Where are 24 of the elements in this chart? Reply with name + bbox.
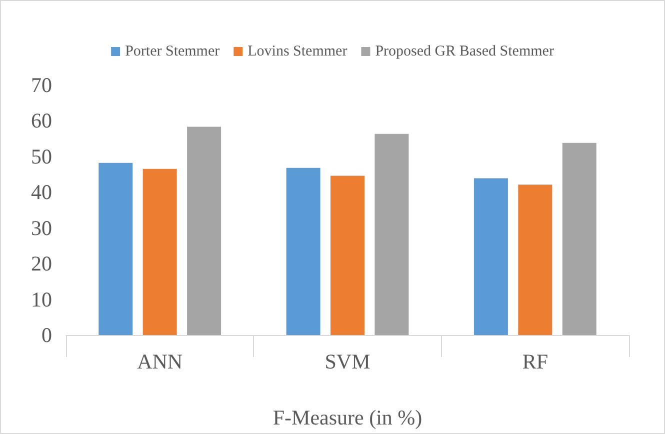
x-tick-label: SVM (324, 350, 371, 374)
bar (374, 134, 409, 335)
bar (187, 126, 222, 335)
x-tick-label: RF (522, 350, 548, 374)
y-tick-label: 0 (42, 323, 52, 347)
bar (562, 142, 596, 335)
y-tick-label: 40 (31, 180, 52, 204)
bar (518, 184, 552, 335)
legend-label: Lovins Stemmer (248, 44, 348, 60)
bar (142, 168, 177, 335)
bar (98, 162, 133, 335)
y-tick-label: 70 (31, 73, 52, 97)
x-axis-title: F-Measure (in %) (272, 406, 422, 430)
bar (474, 178, 508, 335)
legend-label: Proposed GR Based Stemmer (375, 44, 554, 60)
bar (286, 168, 320, 335)
x-tick-label: ANN (137, 350, 183, 374)
y-tick-label: 30 (31, 216, 52, 240)
y-tick-label: 50 (31, 144, 52, 168)
y-tick-label: 10 (31, 287, 52, 312)
bar (330, 176, 364, 335)
y-tick-label: 60 (31, 108, 52, 133)
legend-label: Porter Stemmer (125, 44, 220, 60)
y-tick-label: 20 (31, 252, 52, 276)
